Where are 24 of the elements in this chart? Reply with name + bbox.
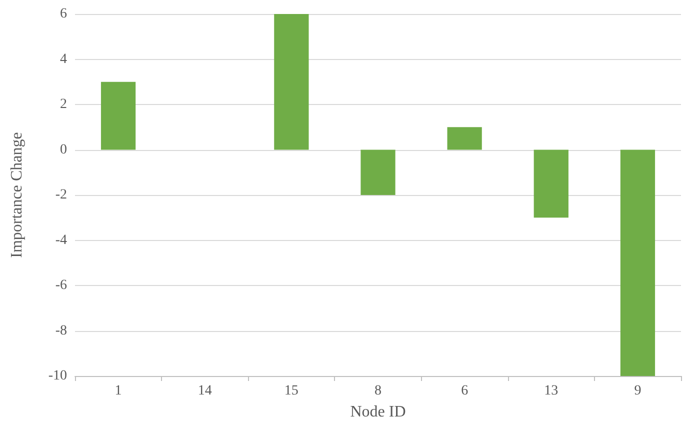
y-tick-label: 6 [60,6,67,22]
bar [360,150,396,195]
bar [620,150,656,376]
x-tick-label: 14 [198,384,212,398]
x-tick-label: 13 [544,384,558,398]
y-tick-label: -6 [55,278,67,293]
x-tick-label: 1 [114,384,122,398]
x-tick-label: 6 [461,384,468,398]
bar [274,14,309,150]
x-tick-label: 9 [634,384,642,398]
y-tick-label: -4 [55,232,67,248]
y-tick-label: 4 [60,52,67,67]
y-axis-title: Importance Change [8,132,26,258]
x-axis-title: Node ID [350,404,406,420]
y-tick-label: -2 [55,188,67,202]
y-tick-label: -10 [48,368,67,384]
x-tick-label: 15 [284,384,298,398]
y-tick-label: 2 [60,97,67,112]
y-tick-label: 0 [60,142,67,158]
bar [534,150,568,218]
y-tick-label: -8 [55,323,67,338]
bar [100,82,136,150]
x-tick-label: 8 [374,384,382,398]
bar [447,127,482,150]
